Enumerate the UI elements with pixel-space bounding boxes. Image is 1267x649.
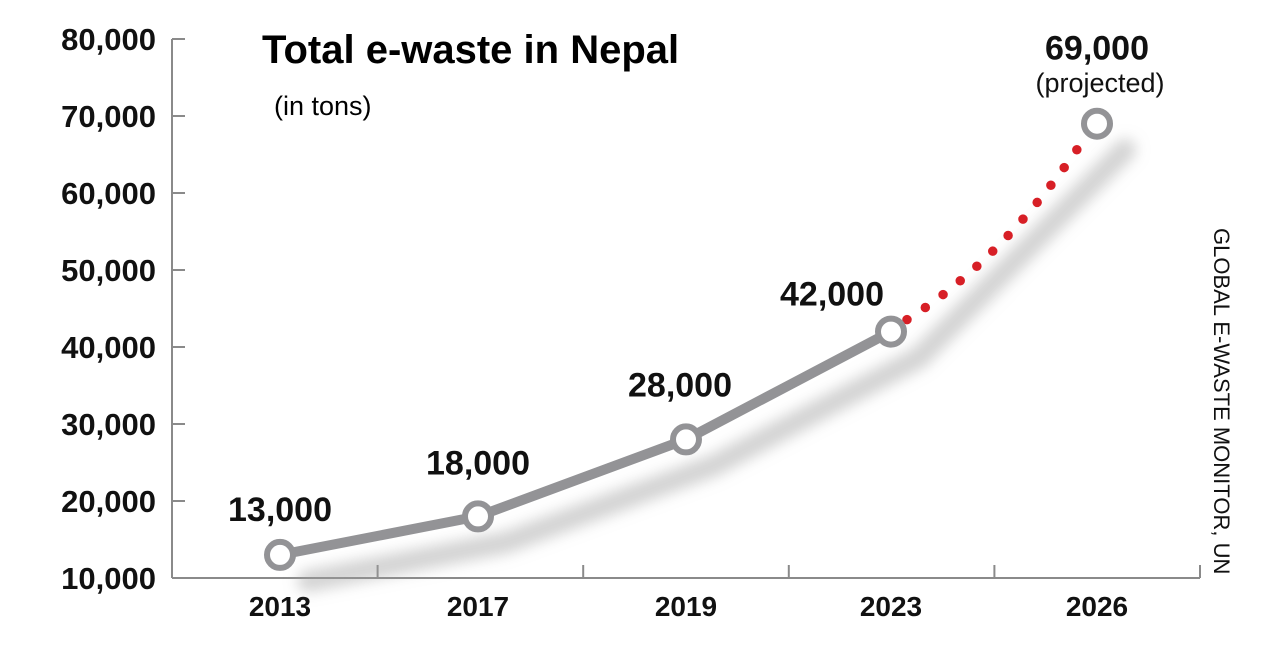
series-path bbox=[275, 326, 896, 560]
data-label: 42,000 bbox=[780, 276, 884, 314]
series-line bbox=[275, 326, 896, 560]
y-ticks: 10,000 20,000 30,000 40,000 50,000 60,000 70,0… bbox=[61, 22, 185, 596]
y-tick-label: 20,000 bbox=[61, 484, 156, 519]
data-label: 69,000 bbox=[1045, 30, 1149, 68]
y-tick-label: 40,000 bbox=[61, 330, 156, 365]
projected-note: (projected) bbox=[1035, 68, 1164, 98]
projection-line bbox=[902, 132, 1090, 325]
line-shadow-path bbox=[297, 138, 1136, 592]
chart-title: Total e-waste in Nepal bbox=[262, 28, 679, 72]
data-point bbox=[264, 538, 296, 571]
source-label: GLOBAL E-WASTE MONITOR, UN bbox=[1209, 228, 1234, 574]
x-ticks: 2013 2017 2019 2023 2026 bbox=[249, 565, 1128, 622]
data-point bbox=[670, 423, 702, 456]
y-tick-label: 30,000 bbox=[61, 407, 156, 442]
data-label: 13,000 bbox=[228, 491, 332, 529]
y-tick-label: 70,000 bbox=[61, 99, 156, 134]
x-tick-label: 2017 bbox=[447, 591, 509, 622]
x-tick-label: 2026 bbox=[1066, 591, 1128, 622]
y-tick-label: 80,000 bbox=[61, 22, 156, 57]
x-tick-label: 2013 bbox=[249, 591, 311, 622]
data-point bbox=[875, 315, 907, 348]
data-label: 18,000 bbox=[426, 444, 530, 482]
x-tick-label: 2023 bbox=[860, 591, 922, 622]
y-tick-label: 60,000 bbox=[61, 176, 156, 211]
y-tick-label: 10,000 bbox=[61, 561, 156, 596]
data-label: 28,000 bbox=[628, 366, 732, 404]
chart-subtitle: (in tons) bbox=[274, 91, 372, 121]
line-shadow bbox=[297, 138, 1136, 592]
data-labels: 13,000 18,000 28,000 42,000 69,000 bbox=[228, 30, 1149, 529]
data-point bbox=[462, 500, 494, 533]
x-tick-label: 2019 bbox=[655, 591, 717, 622]
projection-path bbox=[902, 132, 1090, 325]
y-tick-label: 50,000 bbox=[61, 253, 156, 288]
data-points bbox=[264, 107, 1113, 571]
data-point bbox=[1081, 107, 1113, 140]
axes: 10,000 20,000 30,000 40,000 50,000 60,000 70,0… bbox=[61, 22, 1201, 622]
